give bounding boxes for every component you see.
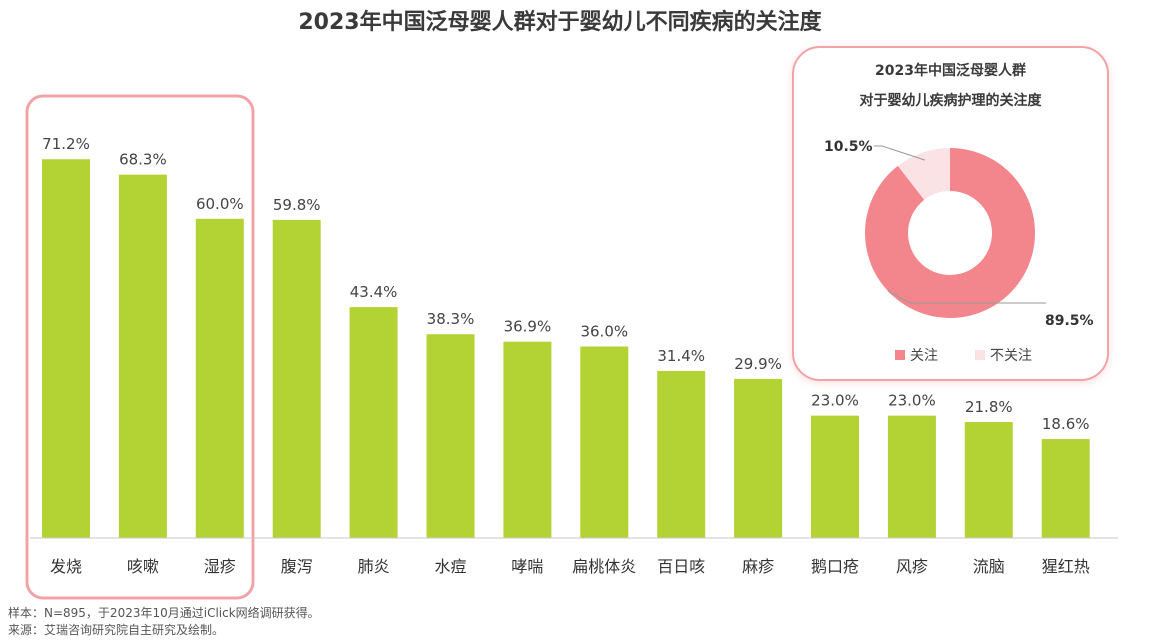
bar-风疹 <box>887 415 936 538</box>
legend-label: 关注 <box>910 348 938 364</box>
bar-value-label: 60.0% <box>196 195 244 213</box>
bar-value-label: 29.9% <box>734 355 782 373</box>
bar-value-label: 23.0% <box>888 392 936 410</box>
bar-value-label: 71.2% <box>42 135 90 153</box>
bar-百日咳 <box>657 370 706 538</box>
donut-slice-关注 <box>865 148 1035 318</box>
category-label: 流脑 <box>973 557 1005 576</box>
bar-湿疹 <box>195 218 244 539</box>
bar-value-label: 38.3% <box>427 310 475 328</box>
pie-panel: 2023年中国泛母婴人群 对于婴幼儿疾病护理的关注度 89.5% 10.5% 关注 不… <box>792 46 1109 381</box>
category-label: 湿疹 <box>204 557 236 576</box>
bar-腹泻 <box>272 219 321 538</box>
slice-label-concern: 89.5% <box>1045 313 1094 329</box>
bar-咳嗽 <box>118 174 167 539</box>
leader-line <box>887 290 1046 304</box>
bar-哮喘 <box>503 341 552 538</box>
legend-swatch <box>975 350 985 360</box>
category-label: 哮喘 <box>511 557 543 576</box>
donut-slice-不关注 <box>897 148 950 200</box>
leader-line <box>874 145 926 161</box>
footnote-source: 来源：艾瑞咨询研究院自主研究及绘制。 <box>8 623 225 637</box>
highlight-box <box>25 94 255 600</box>
legend-label: 不关注 <box>990 348 1032 364</box>
category-label: 水痘 <box>434 557 466 576</box>
category-label: 肺炎 <box>358 557 390 576</box>
bar-麻疹 <box>734 378 783 538</box>
category-label: 咳嗽 <box>127 557 159 576</box>
bar-鹅口疮 <box>811 415 859 538</box>
legend-swatch <box>895 350 905 360</box>
bar-value-label: 43.4% <box>350 283 398 301</box>
bar-扁桃体炎 <box>580 346 629 538</box>
bar-value-label: 23.0% <box>811 392 859 410</box>
bar-value-label: 59.8% <box>273 196 321 214</box>
donut-chart: 89.5% 10.5% 关注 不关注 <box>824 139 1094 364</box>
category-label: 鹅口疮 <box>811 557 859 576</box>
category-label: 腹泻 <box>281 557 313 576</box>
bar-猩红热 <box>1041 439 1090 538</box>
bar-value-label: 21.8% <box>965 398 1013 416</box>
category-label: 麻疹 <box>742 557 774 576</box>
category-label: 发烧 <box>50 557 82 576</box>
pie-title-line-2: 对于婴幼儿疾病护理的关注度 <box>859 93 1042 109</box>
bar-value-label: 36.9% <box>504 318 552 336</box>
bar-value-label: 68.3% <box>119 151 167 169</box>
pie-title-line-1: 2023年中国泛母婴人群 <box>875 63 1026 79</box>
footnote-sample: 样本：N=895，于2023年10月通过iClick网络调研获得。 <box>8 606 320 620</box>
bar-发烧 <box>42 159 90 538</box>
category-label: 扁桃体炎 <box>572 557 636 576</box>
category-label: 猩红热 <box>1042 557 1090 576</box>
category-label: 风疹 <box>896 557 928 576</box>
bar-水痘 <box>426 334 475 538</box>
bar-肺炎 <box>349 307 398 538</box>
bar-value-label: 18.6% <box>1042 415 1090 433</box>
category-label: 百日咳 <box>657 557 705 576</box>
bar-value-label: 31.4% <box>657 347 705 365</box>
chart-title: 2023年中国泛母婴人群对于婴幼儿不同疾病的关注度 <box>298 10 822 35</box>
slice-label-no-concern: 10.5% <box>824 139 873 155</box>
bar-value-label: 36.0% <box>580 322 628 340</box>
bar-流脑 <box>964 422 1013 538</box>
